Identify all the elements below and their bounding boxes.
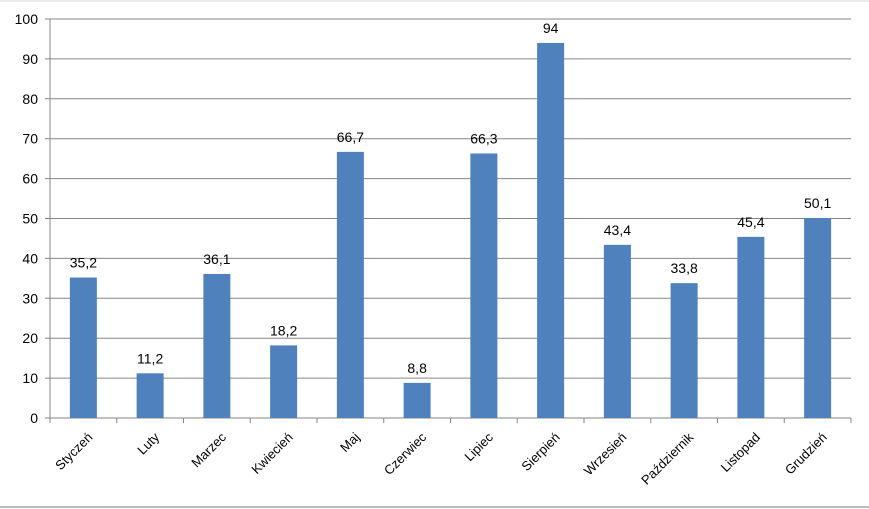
- y-tick-label: 60: [22, 171, 38, 187]
- bar: [470, 153, 498, 418]
- data-label: 18,2: [270, 322, 297, 338]
- y-tick-label: 70: [22, 131, 38, 147]
- y-tick-label: 80: [22, 91, 38, 107]
- bar: [270, 345, 298, 418]
- y-tick-label: 90: [22, 51, 38, 67]
- data-label: 94: [543, 20, 559, 36]
- bar: [403, 382, 431, 418]
- bar: [69, 277, 97, 418]
- x-tick-label: Marzec: [188, 429, 229, 470]
- data-label: 43,4: [604, 222, 631, 238]
- x-tick-label: Luty: [134, 429, 162, 457]
- y-tick-label: 40: [22, 250, 38, 266]
- data-label: 8,8: [407, 360, 427, 376]
- x-tick-label: Lipiec: [461, 429, 496, 464]
- x-tick-label: Maj: [337, 429, 362, 454]
- y-tick-label: 50: [22, 211, 38, 227]
- data-label: 35,2: [70, 255, 97, 271]
- x-tick-label: Listopad: [718, 430, 763, 475]
- x-tick-label: Kwiecień: [248, 430, 295, 477]
- bar: [737, 236, 765, 418]
- y-tick-label: 30: [22, 290, 38, 306]
- y-tick-label: 100: [15, 11, 39, 27]
- data-label: 11,2: [137, 350, 163, 366]
- x-tick-label: Styczeń: [52, 430, 95, 473]
- y-tick-label: 10: [22, 370, 38, 386]
- data-label: 33,8: [671, 260, 698, 276]
- bar: [804, 218, 832, 418]
- data-label: 66,3: [470, 130, 497, 146]
- bar: [203, 273, 231, 418]
- y-tick-label: 0: [30, 410, 38, 426]
- x-tick-label: Grudzień: [782, 430, 830, 478]
- data-label: 45,4: [737, 214, 764, 230]
- x-tick-label: Październik: [638, 429, 696, 487]
- x-tick-label: Wrzesień: [581, 430, 630, 479]
- data-label: 66,7: [337, 129, 364, 145]
- y-tick-label: 20: [22, 330, 38, 346]
- bar: [336, 151, 364, 418]
- bar: [136, 373, 164, 418]
- x-tick-label: Sierpień: [518, 430, 562, 474]
- bar: [670, 283, 698, 418]
- data-label: 50,1: [804, 195, 831, 211]
- bar: [537, 42, 565, 418]
- bar: [603, 244, 631, 418]
- data-label: 36,1: [203, 251, 230, 267]
- x-tick-label: Czerwiec: [381, 429, 430, 478]
